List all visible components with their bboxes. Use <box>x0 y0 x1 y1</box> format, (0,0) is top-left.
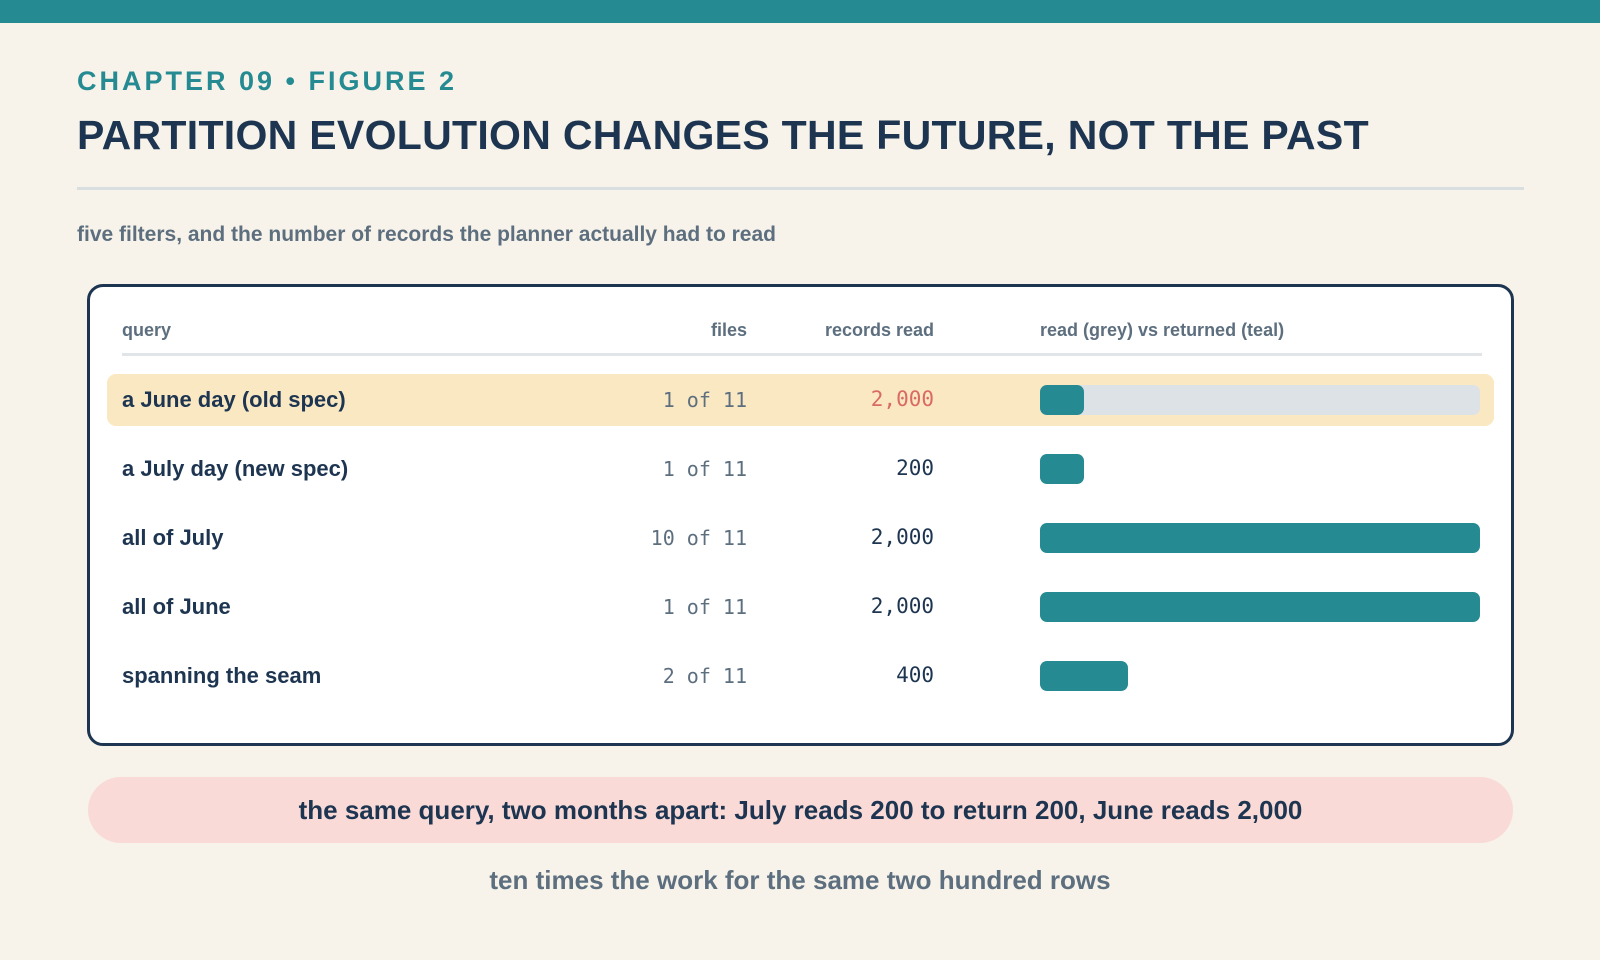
column-header-bar: read (grey) vs returned (teal) <box>1040 320 1285 340</box>
column-header-query: query <box>122 320 172 340</box>
row-files-value: 1 of 11 <box>662 388 747 412</box>
row-query-label: all of July <box>122 525 224 550</box>
row-files-value: 2 of 11 <box>662 664 747 688</box>
bar-returned <box>1040 592 1480 622</box>
row-query-label: a July day (new spec) <box>122 456 349 481</box>
row-records-read-value: 400 <box>896 663 934 687</box>
column-header-records: records read <box>824 320 934 340</box>
bar-returned <box>1040 385 1084 415</box>
title-divider <box>77 187 1524 190</box>
page-title: PARTITION EVOLUTION CHANGES THE FUTURE, … <box>77 112 1369 158</box>
bar-returned <box>1040 523 1480 553</box>
bar-returned <box>1040 454 1084 484</box>
column-header-files: files <box>710 320 747 340</box>
row-query-label: all of June <box>122 594 231 619</box>
row-query-label: a June day (old spec) <box>122 387 346 412</box>
row-records-read-value: 2,000 <box>870 594 934 618</box>
row-files-value: 1 of 11 <box>662 457 747 481</box>
header-divider <box>122 353 1482 356</box>
footnote: ten times the work for the same two hund… <box>489 865 1111 895</box>
row-records-read-value: 200 <box>896 456 934 480</box>
takeaway-callout: the same query, two months apart: July r… <box>88 777 1513 843</box>
row-records-read-value: 2,000 <box>870 525 934 549</box>
top-accent-band <box>0 0 1600 23</box>
row-records-read-value: 2,000 <box>870 387 934 411</box>
row-files-value: 1 of 11 <box>662 595 747 619</box>
row-query-label: spanning the seam <box>122 663 322 688</box>
row-files-value: 10 of 11 <box>650 526 747 550</box>
chart-subtitle: five filters, and the number of records … <box>77 223 776 246</box>
bar-read <box>1040 385 1480 415</box>
chapter-eyebrow: CHAPTER 09 • FIGURE 2 <box>77 66 458 96</box>
bar-returned <box>1040 661 1128 691</box>
chart-panel <box>87 284 1514 746</box>
